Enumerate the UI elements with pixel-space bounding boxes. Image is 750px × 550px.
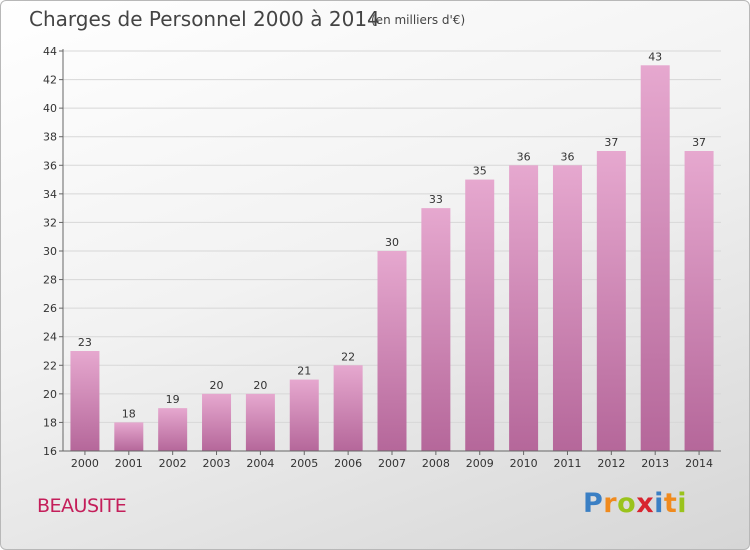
bar [333,365,363,451]
x-tick-label: 2000 [71,457,99,470]
data-label: 21 [297,365,311,378]
x-tick-label: 2005 [290,457,318,470]
bar [684,151,714,451]
logo-letter: P [583,488,604,519]
bar [640,65,670,452]
logo-letter: i [654,488,664,519]
data-label: 37 [604,136,618,149]
x-tick-label: 2013 [641,457,669,470]
data-label: 20 [253,379,267,392]
x-tick-label: 2012 [597,457,625,470]
x-tick-label: 2011 [553,457,581,470]
bar [552,165,582,452]
y-tick-label: 40 [43,102,57,115]
proxiti-logo: Proxiti [583,488,687,519]
y-tick-label: 36 [43,159,57,172]
y-tick-label: 16 [43,445,57,458]
bar [289,379,319,451]
bar [245,393,275,451]
chart-title: Charges de Personnel 2000 à 2014 [29,7,380,31]
x-tick-label: 2007 [378,457,406,470]
data-label: 20 [210,379,224,392]
bar [596,151,626,451]
chart-subtitle: (en milliers d'€) [371,13,466,27]
y-tick-label: 42 [43,74,57,87]
data-label: 36 [560,150,574,163]
x-tick-label: 2001 [115,457,143,470]
y-tick-label: 18 [43,416,57,429]
bar [158,408,188,451]
data-label: 18 [122,407,136,420]
data-label: 37 [692,136,706,149]
bar [377,251,407,451]
labels: 16 18 20 22 24 26 28 30 32 34 36 38 40 42 44 23 2000 18 20… [43,45,713,470]
data-label: 36 [517,150,531,163]
x-tick-label: 2009 [466,457,494,470]
y-tick-label: 22 [43,359,57,372]
y-tick-label: 28 [43,274,57,287]
bar [421,208,451,451]
logo-letter: t [663,488,678,519]
y-tick-label: 26 [43,302,57,315]
y-tick-label: 38 [43,131,57,144]
bar [465,179,495,452]
bar [114,422,144,451]
axes [59,49,721,455]
bars [70,65,714,452]
y-tick-label: 30 [43,245,57,258]
place-name: BEAUSITE [37,495,127,517]
x-tick-label: 2006 [334,457,362,470]
data-label: 33 [429,193,443,206]
logo-letter: o [617,488,637,519]
bar [70,351,100,451]
bar [202,393,232,451]
data-label: 35 [473,165,487,178]
bar [509,165,539,452]
x-tick-label: 2008 [422,457,450,470]
y-tick-label: 24 [43,331,57,344]
logo-letter: i [677,488,688,519]
x-tick-label: 2003 [203,457,231,470]
data-label: 43 [648,50,662,63]
x-tick-label: 2014 [685,457,713,470]
y-tick-label: 34 [43,188,57,201]
y-tick-label: 32 [43,216,57,229]
data-label: 23 [78,336,92,349]
x-tick-label: 2010 [510,457,538,470]
logo-letter: x [636,488,655,519]
y-tick-label: 44 [43,45,57,58]
x-tick-label: 2004 [246,457,274,470]
y-tick-label: 20 [43,388,57,401]
logo-letter: r [603,488,618,519]
data-label: 30 [385,236,399,249]
data-label: 22 [341,350,355,363]
data-label: 19 [166,393,180,406]
x-tick-label: 2002 [159,457,187,470]
